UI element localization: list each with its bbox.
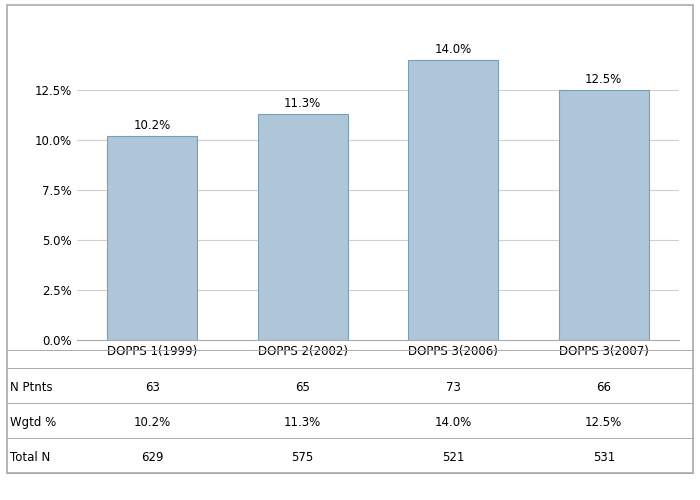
Text: Wgtd %: Wgtd % — [10, 416, 57, 429]
Text: 14.0%: 14.0% — [435, 43, 472, 56]
Bar — [559, 90, 649, 340]
Text: 521: 521 — [442, 451, 464, 464]
Text: 63: 63 — [145, 381, 160, 394]
Text: 12.5%: 12.5% — [585, 73, 622, 86]
Text: N Ptnts: N Ptnts — [10, 381, 53, 394]
Text: 10.2%: 10.2% — [134, 416, 171, 429]
Text: 575: 575 — [292, 451, 314, 464]
Text: 531: 531 — [593, 451, 615, 464]
Text: 12.5%: 12.5% — [585, 416, 622, 429]
Bar — [408, 60, 498, 340]
Text: 11.3%: 11.3% — [284, 416, 321, 429]
Bar — [258, 114, 348, 340]
Text: 65: 65 — [295, 381, 310, 394]
Text: 10.2%: 10.2% — [134, 119, 171, 132]
Text: 73: 73 — [446, 381, 461, 394]
Text: 11.3%: 11.3% — [284, 97, 321, 110]
Text: 14.0%: 14.0% — [435, 416, 472, 429]
Text: 66: 66 — [596, 381, 611, 394]
Text: Total N: Total N — [10, 451, 50, 464]
Text: 629: 629 — [141, 451, 164, 464]
Bar — [107, 136, 197, 340]
